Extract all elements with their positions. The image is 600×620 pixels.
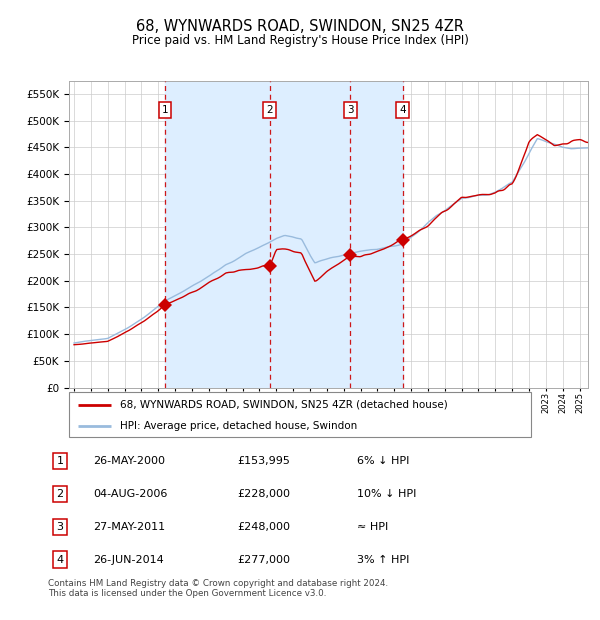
Text: 68, WYNWARDS ROAD, SWINDON, SN25 4ZR: 68, WYNWARDS ROAD, SWINDON, SN25 4ZR [136,19,464,33]
Text: 27-MAY-2011: 27-MAY-2011 [93,521,165,532]
Text: 1: 1 [162,105,169,115]
Text: 04-AUG-2006: 04-AUG-2006 [93,489,167,499]
Text: 26-JUN-2014: 26-JUN-2014 [93,554,164,565]
Text: 3% ↑ HPI: 3% ↑ HPI [357,554,409,565]
Text: 2: 2 [266,105,273,115]
Text: £228,000: £228,000 [237,489,290,499]
Text: 6% ↓ HPI: 6% ↓ HPI [357,456,409,466]
Text: £153,995: £153,995 [237,456,290,466]
Text: 4: 4 [400,105,406,115]
Text: 2: 2 [56,489,64,499]
Text: 26-MAY-2000: 26-MAY-2000 [93,456,165,466]
Text: 3: 3 [347,105,354,115]
Text: 4: 4 [56,554,64,565]
Text: 3: 3 [56,521,64,532]
Text: 1: 1 [56,456,64,466]
Text: £277,000: £277,000 [237,554,290,565]
Text: £248,000: £248,000 [237,521,290,532]
Text: HPI: Average price, detached house, Swindon: HPI: Average price, detached house, Swin… [120,421,357,431]
Text: 10% ↓ HPI: 10% ↓ HPI [357,489,416,499]
Text: Price paid vs. HM Land Registry's House Price Index (HPI): Price paid vs. HM Land Registry's House … [131,35,469,47]
Text: Contains HM Land Registry data © Crown copyright and database right 2024.
This d: Contains HM Land Registry data © Crown c… [48,579,388,598]
Text: ≈ HPI: ≈ HPI [357,521,388,532]
Bar [165,81,403,388]
Text: 68, WYNWARDS ROAD, SWINDON, SN25 4ZR (detached house): 68, WYNWARDS ROAD, SWINDON, SN25 4ZR (de… [120,399,448,410]
